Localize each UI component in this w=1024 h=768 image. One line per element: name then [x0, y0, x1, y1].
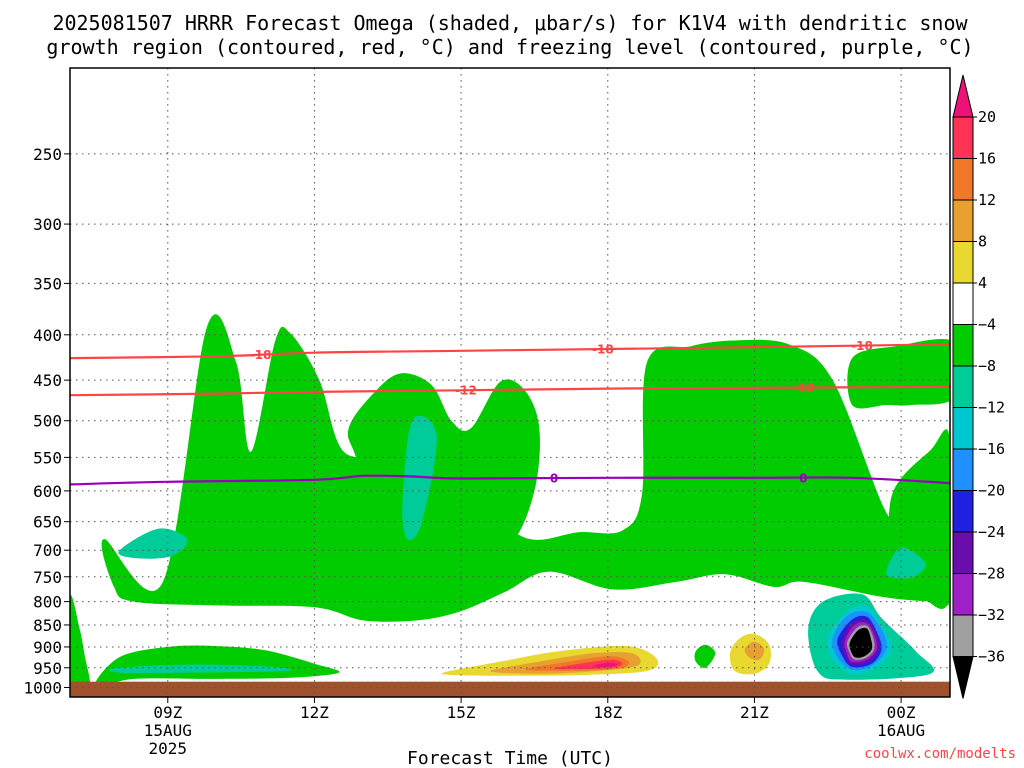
- y-tick-label: 350: [33, 274, 62, 293]
- y-tick-label: 700: [33, 541, 62, 560]
- colorbar-tick-label: −28: [978, 565, 1005, 583]
- contour-label: 0: [550, 472, 558, 486]
- y-tick-label: 250: [33, 145, 62, 164]
- y-tick-label: 300: [33, 215, 62, 234]
- y-tick-label: 650: [33, 513, 62, 532]
- omega-region-7: [118, 528, 188, 559]
- x-tick-label: 00Z: [887, 703, 916, 722]
- y-tick-label: 600: [33, 482, 62, 501]
- credit-text: coolwx.com/modelts: [864, 746, 1016, 762]
- omega-region-18: [849, 627, 873, 658]
- omega-region-25: [593, 662, 618, 668]
- y-tick-label: 500: [33, 412, 62, 431]
- chart-title-line-2: growth region (contoured, red, °C) and f…: [46, 35, 973, 59]
- colorbar-tick-label: −12: [978, 399, 1005, 417]
- y-tick-label: 800: [33, 593, 62, 612]
- y-tick-label: 1000: [23, 678, 62, 697]
- colorbar-tick-label: −32: [978, 606, 1005, 624]
- omega-region-8: [402, 415, 437, 541]
- y-tick-label: 950: [33, 659, 62, 678]
- colorbar-band: [952, 324, 974, 367]
- omega-shading-layer: [70, 314, 950, 696]
- colorbar-band: [952, 614, 974, 657]
- colorbar-tick-label: −36: [978, 648, 1005, 666]
- y-tick-label: 450: [33, 371, 62, 390]
- colorbar: 20 16 12 8 4 −4 −8 −12 −16 −20 −24 −28 −32 −36: [952, 74, 1005, 699]
- colorbar-tick-label: −16: [978, 440, 1005, 458]
- colorbar-band: [952, 531, 974, 574]
- colorbar-band: [952, 490, 974, 533]
- colorbar-bottom-arrow: [952, 656, 974, 699]
- grid-layer: [70, 68, 950, 697]
- x-axis-label: Forecast Time (UTC): [407, 748, 613, 768]
- contour-label: -18: [250, 348, 272, 362]
- colorbar-tick-label: −8: [978, 357, 996, 375]
- colorbar-tick-label: −4: [978, 316, 996, 334]
- contour-label: -12: [792, 381, 814, 395]
- y-axis-ticks: 250 300 350 400 450 500 550 600 650 700 750 800 850 9…: [23, 145, 70, 697]
- contour-label: 0: [799, 471, 807, 485]
- colorbar-tick-label: 16: [978, 150, 996, 168]
- colorbar-band: [952, 573, 974, 616]
- colorbar-tick-label: 4: [978, 274, 987, 292]
- y-tick-label: 750: [33, 568, 62, 587]
- ground-band: [70, 681, 950, 697]
- contour-label: -18: [851, 339, 873, 353]
- omega-region-5: [70, 595, 91, 696]
- colorbar-band: [952, 365, 974, 408]
- omega-region-1: [347, 373, 540, 576]
- colorbar-tick-label: 8: [978, 233, 987, 251]
- colorbar-band: [952, 199, 974, 242]
- chart-title-line-1: 2025081507 HRRR Forecast Omega (shaded, …: [52, 11, 968, 35]
- colorbar-tick-label: 12: [978, 191, 996, 209]
- omega-region-6: [694, 644, 716, 669]
- contour-label: -18: [592, 343, 614, 357]
- ground-layer: [70, 681, 950, 697]
- x-tick-label: 21Z: [740, 703, 769, 722]
- plot-frame: [69, 67, 951, 698]
- x-tick-label: 16AUG: [877, 721, 925, 740]
- omega-region-2: [847, 339, 950, 409]
- y-tick-label: 400: [33, 326, 62, 345]
- colorbar-tick-label: −20: [978, 482, 1005, 500]
- colorbar-band: [952, 158, 974, 201]
- colorbar-band: [952, 282, 974, 325]
- x-tick-label: 09Z: [153, 703, 182, 722]
- y-tick-label: 550: [33, 448, 62, 467]
- contour-line--18: [70, 343, 950, 360]
- colorbar-band: [952, 241, 974, 284]
- colorbar-tick-label: 20: [978, 108, 996, 126]
- colorbar-tick-label: −24: [978, 523, 1005, 541]
- contour-line--12: [70, 385, 950, 397]
- x-tick-label: 15Z: [447, 703, 476, 722]
- omega-region-9: [886, 547, 926, 579]
- colorbar-top-arrow: [952, 74, 974, 118]
- contour-label: -12: [455, 384, 477, 398]
- colorbar-band: [952, 448, 974, 491]
- contour-layer: -18 -18 -18 -12 -12 0 0: [70, 339, 950, 486]
- x-tick-label: 15AUG: [144, 721, 192, 740]
- omega-region-3: [888, 429, 950, 609]
- colorbar-band: [952, 116, 974, 159]
- y-tick-label: 900: [33, 638, 62, 657]
- y-tick-label: 850: [33, 616, 62, 635]
- x-tick-label: 12Z: [300, 703, 329, 722]
- x-tick-label: 18Z: [593, 703, 622, 722]
- x-tick-label: 2025: [149, 739, 188, 758]
- colorbar-band: [952, 407, 974, 450]
- omega-region-10: [109, 664, 293, 674]
- contour-line-0: [70, 474, 950, 486]
